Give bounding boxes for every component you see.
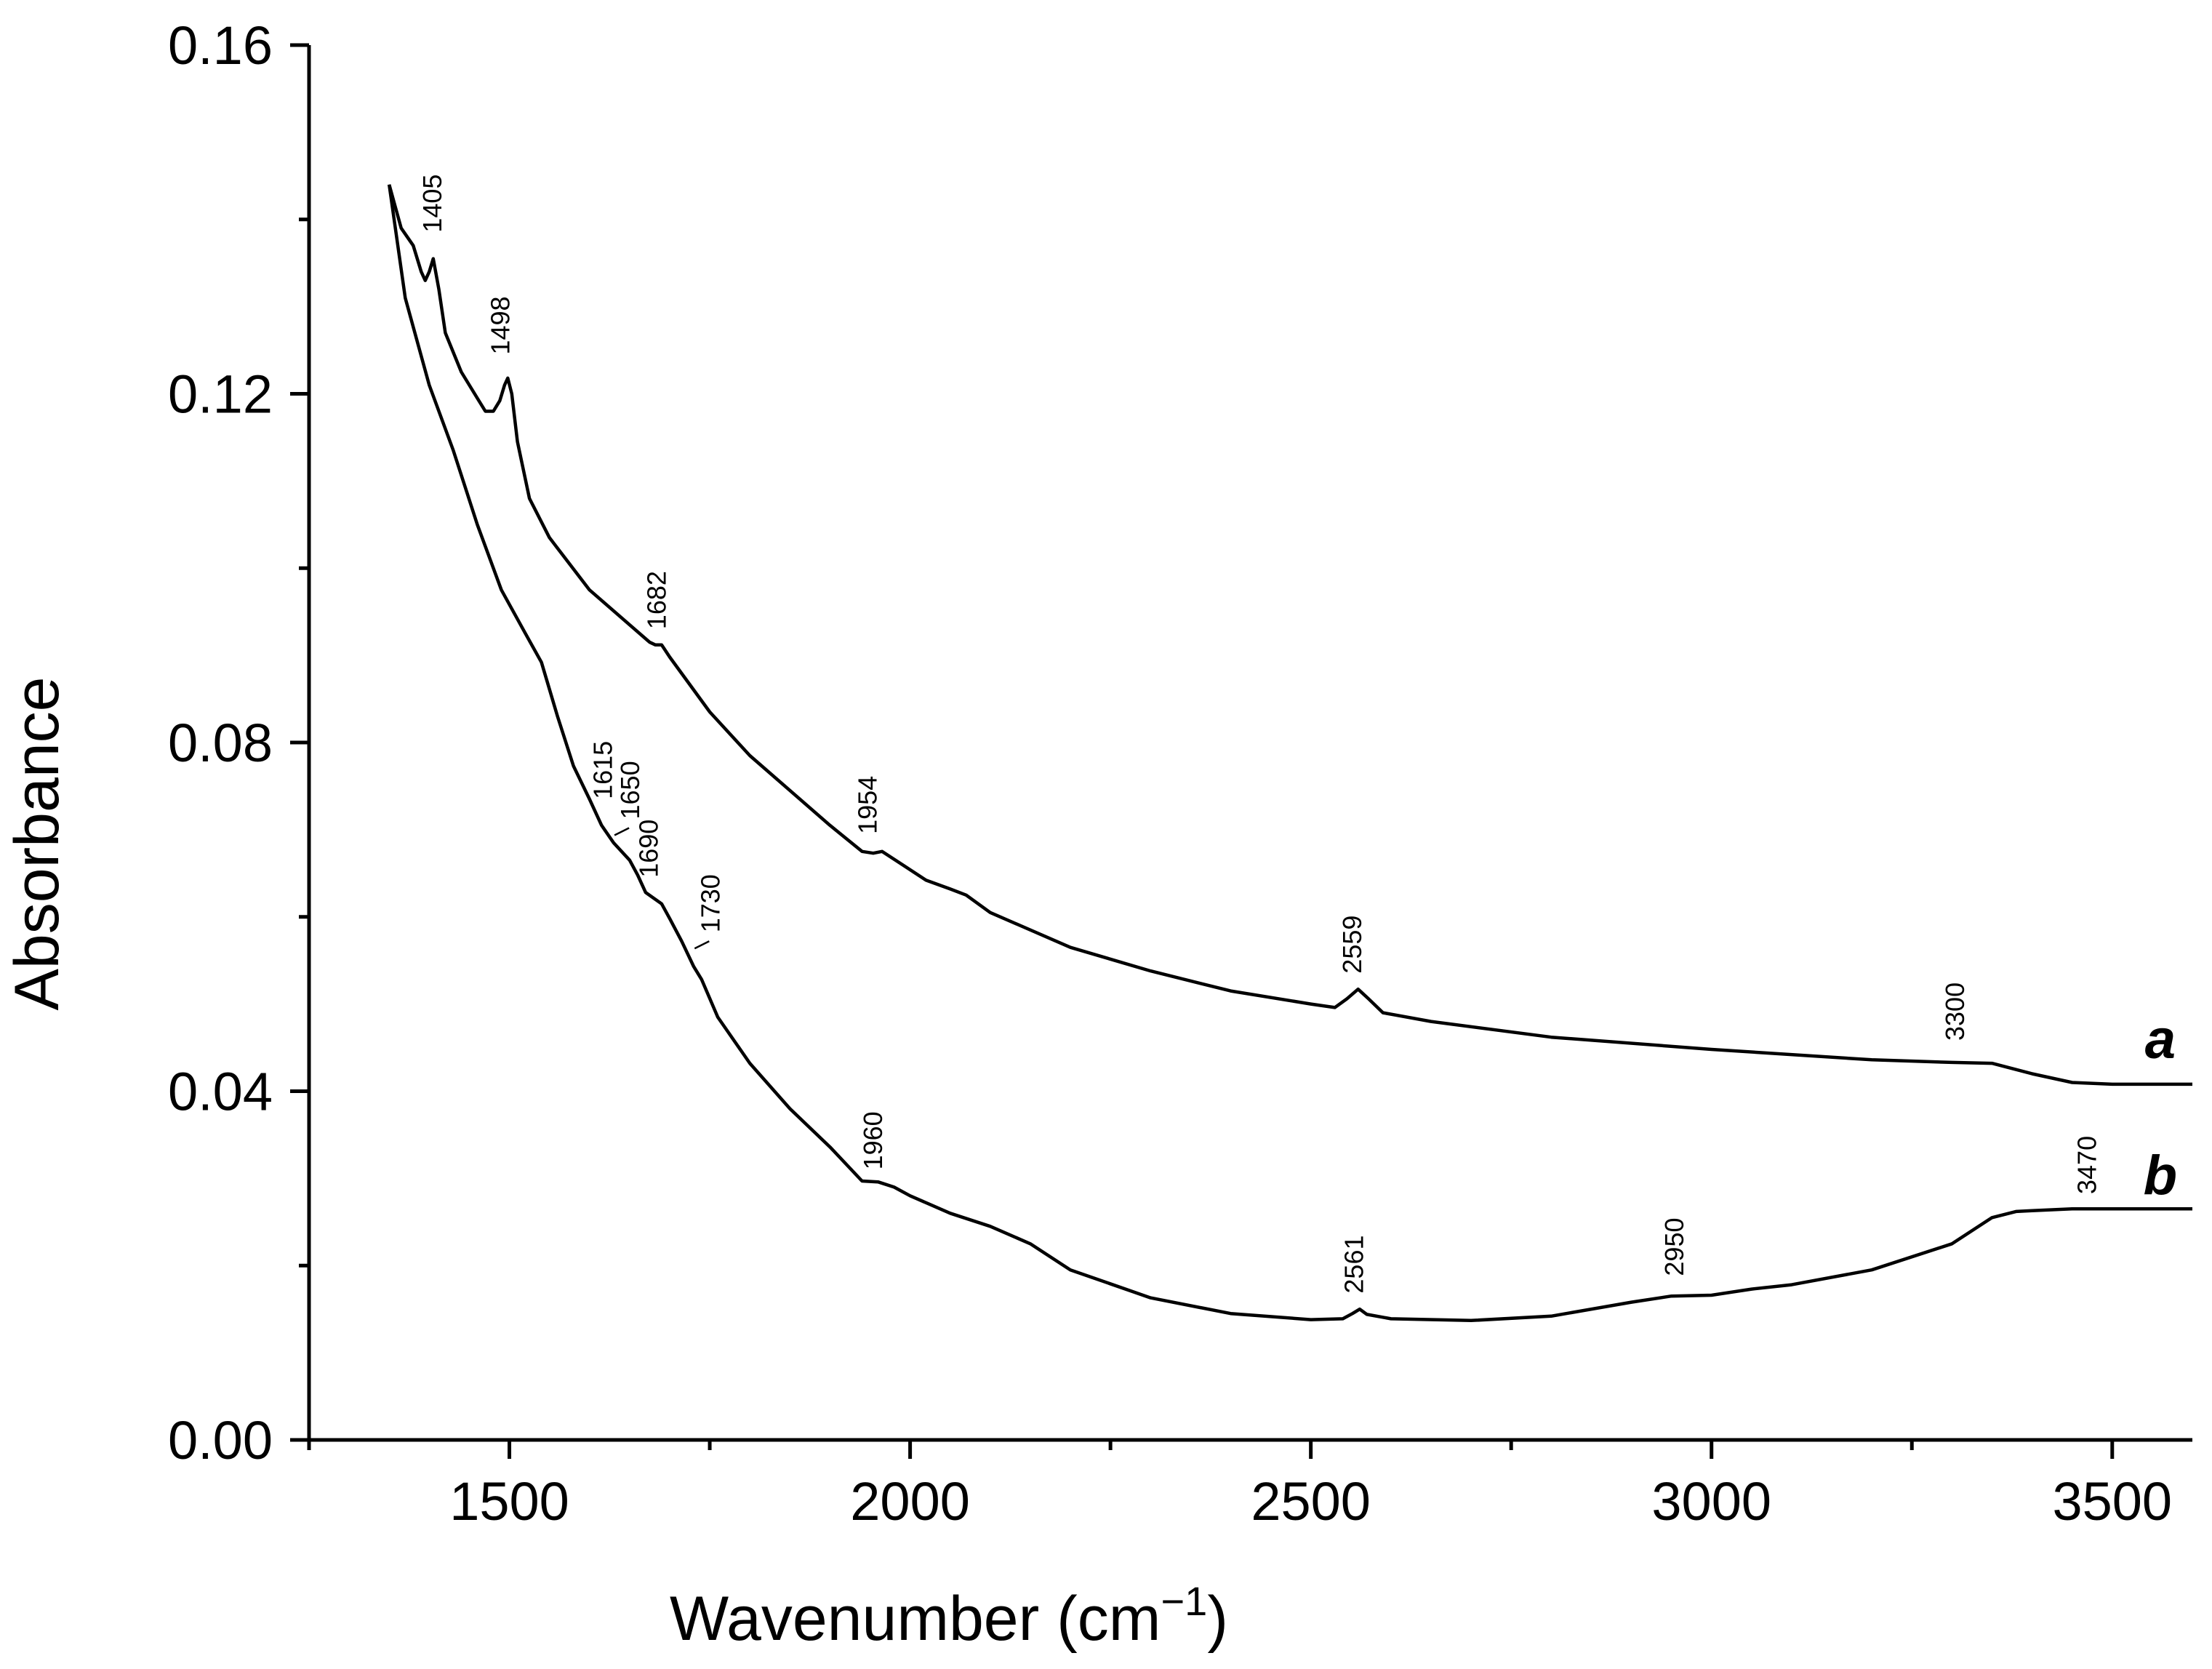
x-tick-label: 3000 — [1651, 1471, 1771, 1532]
peak-leader-1730 — [694, 940, 710, 950]
x-tick-label: 2500 — [1251, 1471, 1371, 1532]
y-tick-label: 0.12 — [168, 364, 273, 425]
peak-label-1650: 1650 — [615, 761, 645, 819]
peak-label-2561: 2561 — [1339, 1236, 1369, 1294]
series-group — [387, 184, 2192, 1323]
peak-label-3300: 3300 — [1940, 982, 1970, 1041]
peak-label-1682: 1682 — [641, 571, 671, 629]
y-tick-label: 0.00 — [168, 1410, 273, 1470]
x-axis-title-text: Wavenumber (cm — [670, 1584, 1161, 1654]
peak-leader-1650 — [614, 827, 630, 836]
series-a-line — [388, 184, 2192, 1086]
peak-label-2950: 2950 — [1659, 1218, 1689, 1276]
x-axis-title-close: ) — [1207, 1584, 1228, 1654]
series-tag-a: a — [2145, 1009, 2176, 1070]
series-b-line — [387, 184, 2192, 1323]
x-axis-title-superscript: −1 — [1161, 1578, 1207, 1624]
y-tick-label: 0.16 — [168, 15, 273, 76]
peak-label-1954: 1954 — [852, 776, 882, 834]
peak-label-1405: 1405 — [417, 175, 447, 233]
series-tags: ab — [2144, 1009, 2177, 1206]
series-tag-b: b — [2144, 1145, 2177, 1206]
peak-label-1690: 1690 — [633, 820, 663, 878]
x-tick-label: 2000 — [850, 1471, 970, 1532]
x-tick-label: 3500 — [2052, 1471, 2172, 1532]
x-axis-title: Wavenumber (cm−1) — [670, 1578, 1228, 1654]
y-tick-label: 0.08 — [168, 713, 273, 773]
y-tick-label: 0.04 — [168, 1062, 273, 1122]
peak-label-1730: 1730 — [695, 874, 725, 932]
peak-label-2559: 2559 — [1337, 916, 1367, 974]
axes: 1500 2000 2500 3000 3500 0.00 0.04 0.08 0.12 0.16 — [168, 15, 2192, 1532]
y-axis-title: Absorbance — [2, 677, 72, 1011]
peak-label-3470: 3470 — [2072, 1136, 2102, 1194]
peak-label-1498: 1498 — [486, 297, 516, 355]
peak-label-1960: 1960 — [858, 1111, 888, 1169]
peak-label-1615: 1615 — [588, 741, 618, 799]
x-tick-label: 1500 — [449, 1471, 569, 1532]
